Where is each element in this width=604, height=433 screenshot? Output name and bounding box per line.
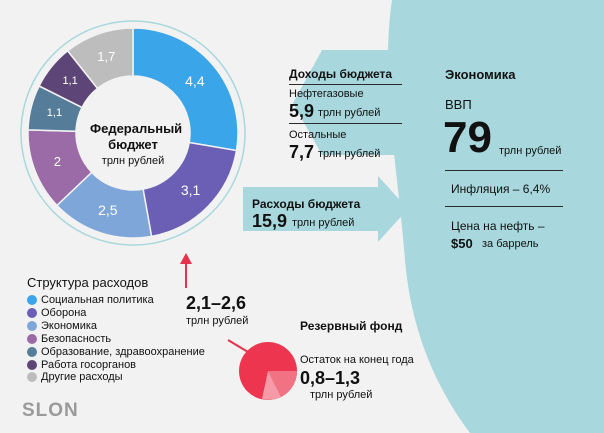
income-oil-value: 5,9: [289, 101, 315, 121]
reserve-value: 0,8–1,3: [300, 368, 361, 388]
income-other-unit: трлн рублей: [318, 148, 381, 160]
gdp-unit: трлн рублей: [499, 145, 562, 157]
budget-title-line2: бюджет: [108, 137, 158, 152]
deficit-unit: трлн рублей: [186, 315, 249, 327]
donut-segment-label: 1,1: [62, 75, 78, 88]
reserve-pie: [239, 342, 298, 400]
legend-swatch: [27, 333, 37, 344]
economy-divider-2: [445, 206, 563, 207]
legend-swatch: [27, 307, 37, 318]
income-oil-label: Нефтегазовые: [289, 88, 364, 100]
income-other-value: 7,7: [289, 142, 315, 162]
deficit-value: 2,1–2,6: [186, 293, 247, 313]
legend-label: Работа госорганов: [41, 358, 137, 371]
donut-segment-label: 1,7: [97, 49, 116, 65]
reserve-label: Остаток на конец года: [300, 354, 414, 366]
legend-swatch: [27, 372, 37, 383]
legend-label: Безопасность: [41, 332, 112, 345]
inflation: Инфляция – 6,4%: [451, 182, 551, 196]
expenses-arrow: [243, 176, 408, 242]
legend-swatch: [27, 320, 37, 331]
reserve-title: Резервный фонд: [300, 319, 403, 333]
oil-price-label: Цена на нефть –: [451, 219, 545, 233]
income-divider-1: [289, 84, 402, 85]
reserve-unit: трлн рублей: [310, 389, 373, 401]
legend-swatch: [27, 359, 37, 370]
donut-segment-label: 2,5: [98, 201, 118, 218]
expenses-value: 15,9: [252, 211, 288, 231]
gdp-label: ВВП: [445, 97, 472, 112]
income-other-label: Остальные: [289, 129, 347, 141]
expenses-unit: трлн рублей: [292, 217, 355, 229]
legend-label: Образование, здравоохранение: [41, 345, 205, 358]
legend-label: Экономика: [41, 319, 98, 332]
oil-price-value: $50: [451, 236, 473, 251]
gdp-value: 79: [443, 113, 492, 162]
slon-logo: SLON: [22, 400, 79, 421]
deficit-arrow-head: [180, 253, 192, 264]
legend-swatch: [27, 346, 37, 357]
budget-unit: трлн рублей: [101, 155, 165, 167]
income-arrow: [293, 50, 412, 155]
legend-label: Другие расходы: [41, 371, 123, 384]
donut-segment-label: 4,4: [185, 72, 205, 89]
income-oil-unit: трлн рублей: [318, 107, 381, 119]
donut-center: [76, 76, 190, 190]
oil-price-unit: за баррель: [482, 238, 539, 250]
donut-outer-ring: [20, 20, 246, 246]
economy-title: Экономика: [445, 67, 516, 82]
income-title: Доходы бюджета: [289, 67, 393, 81]
expenses-title: Расходы бюджета: [252, 197, 361, 211]
donut-segment-label: 3,1: [180, 181, 201, 198]
budget-title-line1: Федеральный: [90, 121, 183, 136]
economy-panel: [387, 0, 604, 433]
economy-divider-1: [445, 170, 563, 171]
legend-label: Социальная политика: [41, 294, 154, 306]
income-divider-2: [289, 123, 402, 124]
legend-swatch: [27, 295, 37, 305]
reserve-connector: [227, 339, 249, 353]
legend-label: Оборона: [41, 306, 87, 319]
donut-segment-label: 1,1: [46, 106, 63, 119]
donut-segment-label: 2: [53, 154, 61, 170]
legend-title: Структура расходов: [27, 275, 149, 290]
